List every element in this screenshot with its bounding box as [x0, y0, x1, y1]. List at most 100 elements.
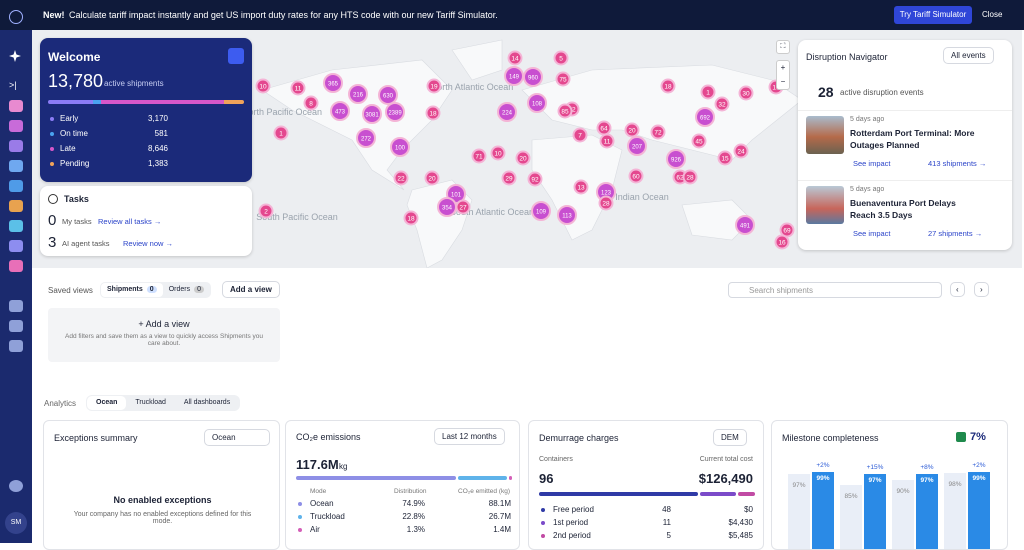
event-shipments[interactable]: 27 shipments →	[928, 229, 982, 238]
cluster[interactable]: 692	[696, 108, 714, 126]
cluster[interactable]: 28	[600, 197, 613, 210]
cluster[interactable]: 30	[740, 87, 753, 100]
cluster[interactable]: 27	[457, 201, 470, 214]
exceptions-select[interactable]: Ocean	[204, 429, 270, 446]
cluster[interactable]: 19	[428, 80, 441, 93]
close-button[interactable]: Close	[982, 10, 1002, 19]
cluster[interactable]: 5	[555, 52, 568, 65]
expand-icon[interactable]: >|	[9, 80, 23, 92]
cluster[interactable]: 75	[557, 73, 570, 86]
cluster[interactable]: 45	[693, 135, 706, 148]
emissions-unit: kg	[339, 462, 347, 471]
cluster[interactable]: 630	[379, 86, 397, 104]
nav-icon[interactable]	[9, 200, 23, 212]
cluster[interactable]: 365	[324, 74, 342, 92]
nav-icon[interactable]	[9, 300, 23, 312]
nav-icon[interactable]	[9, 140, 23, 152]
cluster[interactable]: 24	[735, 145, 748, 158]
cluster[interactable]: 216	[349, 85, 367, 103]
cluster[interactable]: 1	[702, 86, 715, 99]
nav-icon[interactable]	[9, 320, 23, 332]
see-impact[interactable]: See impact	[853, 229, 891, 238]
cluster[interactable]: 20	[517, 152, 530, 165]
see-impact[interactable]: See impact	[853, 159, 891, 168]
cluster[interactable]: 100	[391, 138, 409, 156]
cluster[interactable]: 108	[528, 94, 546, 112]
cluster[interactable]: 224	[498, 103, 516, 121]
zoom-controls[interactable]: +−	[776, 60, 790, 90]
cluster[interactable]: 3081	[363, 105, 381, 123]
cluster[interactable]: 28	[684, 171, 697, 184]
demurrage-select[interactable]: DEM	[713, 429, 747, 446]
prev-button[interactable]: ‹	[950, 282, 965, 297]
cluster[interactable]: 20	[426, 172, 439, 185]
cluster[interactable]: 10	[492, 147, 505, 160]
cluster[interactable]: 14	[509, 52, 522, 65]
cluster[interactable]: 491	[736, 216, 754, 234]
cluster[interactable]: 272	[357, 129, 375, 147]
event-shipments[interactable]: 413 shipments →	[928, 159, 986, 168]
cluster[interactable]: 22	[395, 172, 408, 185]
nav-icon[interactable]	[9, 120, 23, 132]
emissions-select[interactable]: Last 12 months	[434, 428, 505, 445]
cluster[interactable]: 60	[630, 170, 643, 183]
nav-icon[interactable]	[9, 220, 23, 232]
ai-icon[interactable]	[9, 50, 21, 62]
cluster[interactable]: 15	[719, 152, 732, 165]
cluster[interactable]: 72	[652, 126, 665, 139]
nav-icon[interactable]	[9, 180, 23, 192]
cluster[interactable]: 85	[559, 105, 572, 118]
next-button[interactable]: ›	[974, 282, 989, 297]
cluster[interactable]: 64	[598, 122, 611, 135]
analytics-tab[interactable]: Ocean	[87, 396, 126, 410]
cluster[interactable]: 18	[405, 212, 418, 225]
add-view-button[interactable]: Add a view	[222, 281, 280, 298]
nav-icon[interactable]	[9, 240, 23, 252]
cluster[interactable]: 20	[626, 124, 639, 137]
cluster[interactable]: 10	[257, 80, 270, 93]
cluster[interactable]: 11	[601, 135, 614, 148]
collapse-button[interactable]	[228, 48, 244, 64]
cluster[interactable]: 7	[574, 129, 587, 142]
cluster[interactable]: 32	[716, 98, 729, 111]
nav-icon[interactable]	[9, 260, 23, 272]
cluster[interactable]: 71	[473, 150, 486, 163]
avatar[interactable]: SM	[5, 512, 27, 534]
search-input[interactable]: Search shipments	[728, 282, 942, 298]
cluster[interactable]: 18	[427, 107, 440, 120]
cluster[interactable]: 8	[305, 97, 318, 110]
task-link[interactable]: Review now →	[123, 239, 173, 248]
cluster[interactable]: 926	[667, 150, 685, 168]
task-link[interactable]: Review all tasks →	[98, 217, 161, 226]
cluster[interactable]: 1	[275, 127, 288, 140]
cluster[interactable]: 2	[260, 205, 273, 218]
tariff-button[interactable]: Try Tariff Simulator	[894, 6, 972, 24]
nav-icon[interactable]	[9, 100, 23, 112]
cluster[interactable]: 113	[558, 206, 576, 224]
settings-icon[interactable]	[9, 480, 23, 492]
cluster[interactable]: 2389	[386, 103, 404, 121]
analytics-tab[interactable]: Truckload	[126, 396, 174, 410]
cluster[interactable]: 18	[662, 80, 675, 93]
cluster[interactable]: 207	[628, 137, 646, 155]
cluster[interactable]: 960	[524, 68, 542, 86]
empty-views-title[interactable]: + Add a view	[48, 319, 280, 329]
cluster[interactable]: 92	[529, 173, 542, 186]
cluster[interactable]: 13	[575, 181, 588, 194]
cluster[interactable]: 473	[331, 102, 349, 120]
milestone-card: Milestone completeness 7% 97%99%+2%85%97…	[771, 420, 1008, 550]
nav-icon[interactable]	[9, 160, 23, 172]
fullscreen-button[interactable]: ⛶	[776, 40, 790, 54]
events-filter[interactable]: All events	[943, 47, 994, 64]
status-label: On time	[60, 129, 88, 138]
cluster[interactable]: 16	[776, 236, 789, 249]
analytics-tab[interactable]: All dashboards	[175, 396, 239, 410]
cluster[interactable]: 149	[505, 67, 523, 85]
nav-icon[interactable]	[9, 340, 23, 352]
cluster[interactable]: 354	[438, 198, 456, 216]
cluster[interactable]: 109	[532, 202, 550, 220]
cluster[interactable]: 29	[503, 172, 516, 185]
cluster[interactable]: 11	[292, 82, 305, 95]
